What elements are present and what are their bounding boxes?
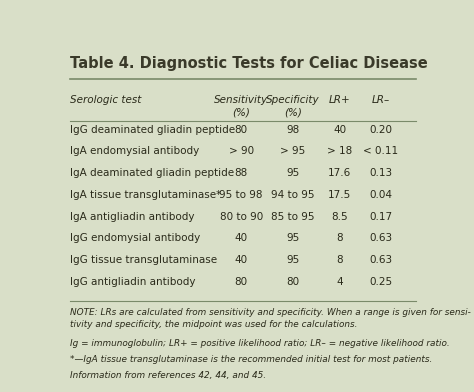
Text: > 90: > 90 [228, 146, 254, 156]
Text: 8: 8 [336, 255, 343, 265]
Text: > 95: > 95 [280, 146, 306, 156]
Text: 80: 80 [235, 277, 248, 287]
Text: 0.04: 0.04 [370, 190, 392, 200]
Text: 95: 95 [286, 168, 300, 178]
Text: 40: 40 [235, 255, 248, 265]
Text: 0.13: 0.13 [370, 168, 392, 178]
Text: Information from references 42, 44, and 45.: Information from references 42, 44, and … [70, 371, 266, 380]
Text: 0.63: 0.63 [370, 233, 392, 243]
Text: IgA antigliadin antibody: IgA antigliadin antibody [70, 212, 195, 221]
Text: 85 to 95: 85 to 95 [271, 212, 315, 221]
Text: 80 to 90: 80 to 90 [219, 212, 263, 221]
Text: *—IgA tissue transglutaminase is the recommended initial test for most patients.: *—IgA tissue transglutaminase is the rec… [70, 355, 433, 364]
Text: NOTE: LRs are calculated from sensitivity and specificity. When a range is given: NOTE: LRs are calculated from sensitivit… [70, 309, 471, 329]
Text: 0.25: 0.25 [370, 277, 392, 287]
Text: Specificity
(%): Specificity (%) [266, 95, 320, 118]
Text: 80: 80 [235, 125, 248, 134]
Text: > 18: > 18 [327, 146, 352, 156]
Text: Table 4. Diagnostic Tests for Celiac Disease: Table 4. Diagnostic Tests for Celiac Dis… [70, 56, 428, 71]
Text: LR–: LR– [372, 95, 390, 105]
Text: 17.5: 17.5 [328, 190, 351, 200]
Text: IgG antigliadin antibody: IgG antigliadin antibody [70, 277, 196, 287]
Text: 0.63: 0.63 [370, 255, 392, 265]
Text: Ig = immunoglobulin; LR+ = positive likelihood ratio; LR– = negative likelihood : Ig = immunoglobulin; LR+ = positive like… [70, 339, 450, 348]
Text: IgA deaminated gliadin peptide: IgA deaminated gliadin peptide [70, 168, 235, 178]
Text: 0.20: 0.20 [370, 125, 392, 134]
Text: IgG deaminated gliadin peptide: IgG deaminated gliadin peptide [70, 125, 236, 134]
Text: 17.6: 17.6 [328, 168, 351, 178]
Text: Serologic test: Serologic test [70, 95, 142, 105]
Text: 88: 88 [235, 168, 248, 178]
Text: 8: 8 [336, 233, 343, 243]
Text: IgG endomysial antibody: IgG endomysial antibody [70, 233, 201, 243]
Text: 40: 40 [333, 125, 346, 134]
Text: Sensitivity
(%): Sensitivity (%) [214, 95, 268, 118]
Text: 4: 4 [336, 277, 343, 287]
Text: 0.17: 0.17 [370, 212, 392, 221]
Text: 40: 40 [235, 233, 248, 243]
Text: 95: 95 [286, 233, 300, 243]
Text: 80: 80 [286, 277, 300, 287]
Text: IgG tissue transglutaminase: IgG tissue transglutaminase [70, 255, 218, 265]
Text: 95 to 98: 95 to 98 [219, 190, 263, 200]
Text: 98: 98 [286, 125, 300, 134]
Text: LR+: LR+ [329, 95, 350, 105]
Text: 8.5: 8.5 [331, 212, 348, 221]
Text: 94 to 95: 94 to 95 [271, 190, 315, 200]
Text: 95: 95 [286, 255, 300, 265]
Text: IgA endomysial antibody: IgA endomysial antibody [70, 146, 200, 156]
Text: < 0.11: < 0.11 [364, 146, 399, 156]
Text: IgA tissue transglutaminase*: IgA tissue transglutaminase* [70, 190, 221, 200]
